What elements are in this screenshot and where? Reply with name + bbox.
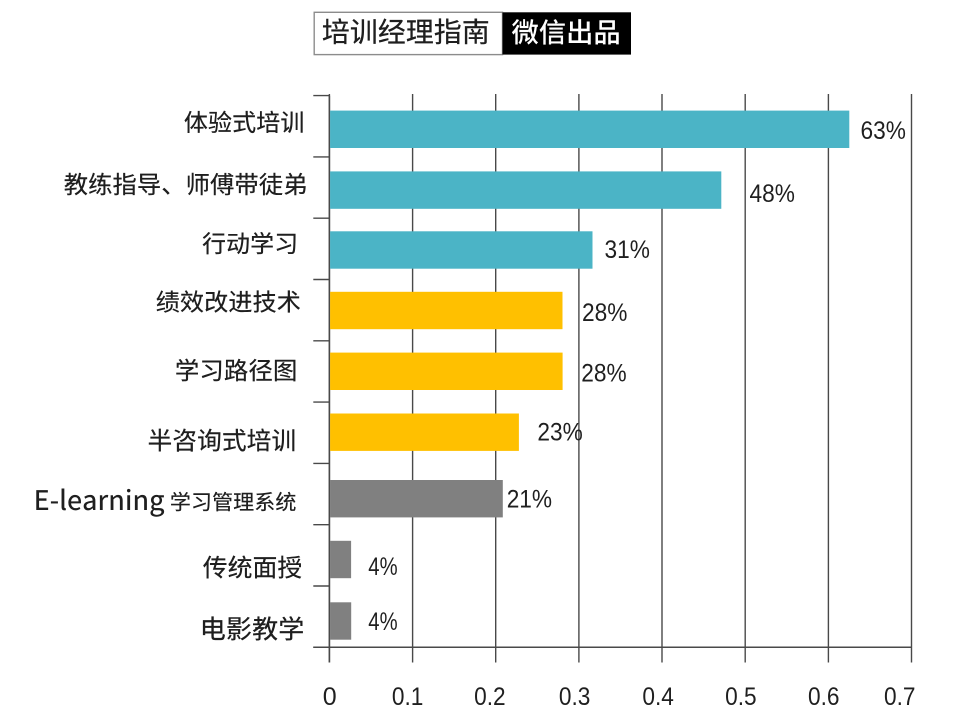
svg-text:23%: 23% — [537, 419, 582, 447]
svg-text:0.2: 0.2 — [474, 683, 506, 711]
svg-text:0.6: 0.6 — [808, 683, 840, 711]
svg-text:28%: 28% — [581, 359, 626, 387]
svg-text:4%: 4% — [368, 553, 397, 581]
svg-text:0.3: 0.3 — [559, 683, 591, 711]
svg-text:4%: 4% — [368, 608, 397, 636]
svg-text:48%: 48% — [750, 180, 795, 208]
svg-text:21%: 21% — [507, 486, 552, 514]
svg-text:63%: 63% — [861, 117, 906, 145]
svg-text:0.4: 0.4 — [642, 683, 674, 711]
svg-text:31%: 31% — [605, 236, 650, 264]
svg-text:0.7: 0.7 — [884, 683, 916, 711]
svg-text:0.1: 0.1 — [392, 683, 424, 711]
svg-text:0.5: 0.5 — [725, 683, 757, 711]
svg-text:0: 0 — [323, 683, 337, 711]
svg-text:28%: 28% — [582, 299, 627, 327]
